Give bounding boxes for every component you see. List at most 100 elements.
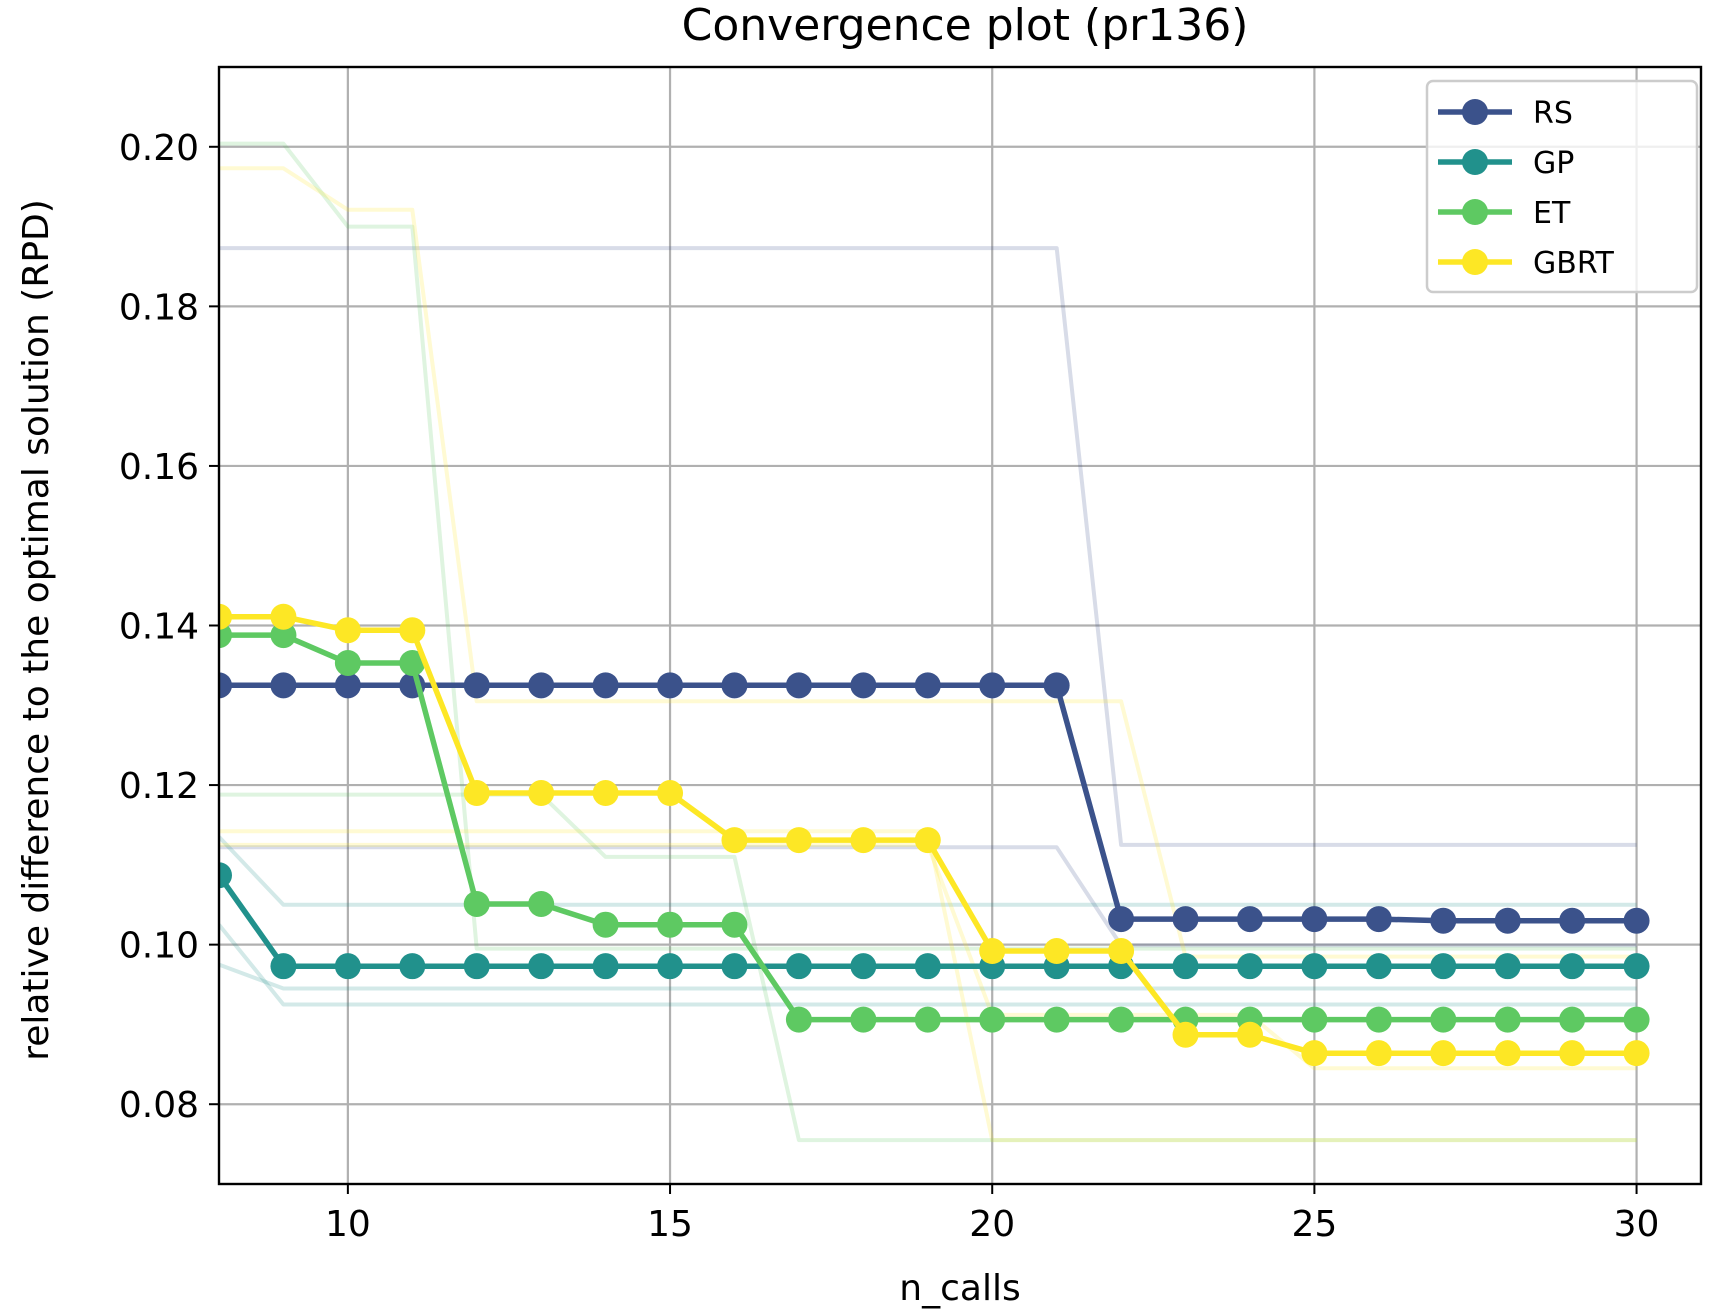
point-rs <box>528 672 555 699</box>
point-gbrt <box>1108 938 1135 965</box>
y-tick-label: 0.18 <box>119 287 199 328</box>
point-rs <box>1108 906 1135 933</box>
point-gbrt <box>721 827 748 854</box>
point-gbrt <box>528 780 555 807</box>
point-gbrt <box>1301 1040 1328 1067</box>
point-et <box>979 1006 1006 1033</box>
point-rs <box>914 672 941 699</box>
grid <box>219 67 1701 1184</box>
legend: RS GP ET GBRT <box>1425 79 1699 294</box>
point-gbrt <box>219 603 232 630</box>
point-gp <box>657 953 684 980</box>
point-gp <box>1559 953 1586 980</box>
point-gbrt <box>1172 1021 1199 1048</box>
point-et <box>1365 1006 1392 1033</box>
series-rs <box>219 672 1650 934</box>
point-rs <box>1494 907 1521 934</box>
point-gp <box>528 953 555 980</box>
point-et <box>528 890 555 917</box>
run-line-gp-2 <box>219 835 1637 907</box>
run-line-rs-0 <box>219 246 1637 847</box>
run-line-et-5 <box>219 141 1637 951</box>
legend-marker-gp <box>1462 149 1488 175</box>
point-rs <box>1623 907 1650 934</box>
point-rs <box>1043 672 1070 699</box>
series-lines <box>219 603 1650 1067</box>
point-rs <box>1365 906 1392 933</box>
point-gp <box>850 953 877 980</box>
point-gp <box>270 953 297 980</box>
legend-label-rs: RS <box>1533 96 1573 131</box>
point-et <box>914 1006 941 1033</box>
y-tick-label: 0.20 <box>119 128 199 169</box>
point-et <box>1043 1006 1070 1033</box>
point-et <box>592 911 619 938</box>
y-axis-label: relative difference to the optimal solut… <box>16 199 57 1061</box>
y-axis-ticks: 0.08 0.10 0.12 0.14 0.16 0.18 0.20 <box>119 128 219 1126</box>
point-et <box>399 649 426 676</box>
x-tick-label: 20 <box>969 1204 1015 1245</box>
x-tick-label: 15 <box>647 1204 693 1245</box>
run-line-et-6 <box>219 792 1637 1143</box>
chart-title: Convergence plot (pr136) <box>682 0 1249 51</box>
point-gp <box>914 953 941 980</box>
point-rs <box>334 672 361 699</box>
point-et <box>1559 1006 1586 1033</box>
x-axis-label: n_calls <box>899 1268 1020 1309</box>
point-et <box>721 911 748 938</box>
y-tick-label: 0.10 <box>119 926 199 967</box>
run-line-gbrt-7 <box>219 166 1637 959</box>
point-gbrt <box>399 617 426 644</box>
x-tick-label: 25 <box>1291 1204 1337 1245</box>
point-gp <box>399 953 426 980</box>
point-et <box>1301 1006 1328 1033</box>
point-gp <box>1623 953 1650 980</box>
point-et <box>270 622 297 649</box>
point-gp <box>1494 953 1521 980</box>
point-gbrt <box>1430 1040 1457 1067</box>
point-gp <box>1365 953 1392 980</box>
point-gp <box>334 953 361 980</box>
point-gbrt <box>1236 1021 1263 1048</box>
run-line-rs-1 <box>219 845 1637 948</box>
run-line-gbrt-8 <box>219 829 1637 1143</box>
point-gp <box>463 953 490 980</box>
point-rs <box>721 672 748 699</box>
point-gp <box>785 953 812 980</box>
point-et <box>850 1006 877 1033</box>
point-gp <box>1430 953 1457 980</box>
point-gp <box>592 953 619 980</box>
point-gbrt <box>979 938 1006 965</box>
point-et <box>657 911 684 938</box>
point-et <box>1430 1006 1457 1033</box>
legend-label-et: ET <box>1533 196 1571 231</box>
point-gbrt <box>1559 1040 1586 1067</box>
point-gbrt <box>850 827 877 854</box>
point-gp <box>219 862 232 889</box>
point-gbrt <box>1365 1040 1392 1067</box>
point-rs <box>219 672 232 699</box>
point-et <box>1108 1006 1135 1033</box>
point-gbrt <box>785 827 812 854</box>
point-gbrt <box>270 603 297 630</box>
point-gp <box>1172 953 1199 980</box>
point-rs <box>657 672 684 699</box>
point-rs <box>785 672 812 699</box>
point-et <box>785 1006 812 1033</box>
point-gbrt <box>914 827 941 854</box>
point-et <box>1623 1006 1650 1033</box>
series-gbrt <box>219 603 1650 1067</box>
x-tick-label: 30 <box>1614 1204 1660 1245</box>
legend-label-gbrt: GBRT <box>1533 246 1614 281</box>
point-et <box>463 890 490 917</box>
run-line-gp-4 <box>219 962 1637 991</box>
y-tick-label: 0.14 <box>119 607 199 648</box>
point-rs <box>1430 907 1457 934</box>
point-rs <box>1559 907 1586 934</box>
legend-marker-gbrt <box>1462 249 1488 275</box>
point-gbrt <box>1494 1040 1521 1067</box>
run-line-gp-3 <box>219 923 1637 1007</box>
x-axis-ticks: 10 15 20 25 30 <box>325 1184 1660 1245</box>
y-tick-label: 0.08 <box>119 1085 199 1126</box>
